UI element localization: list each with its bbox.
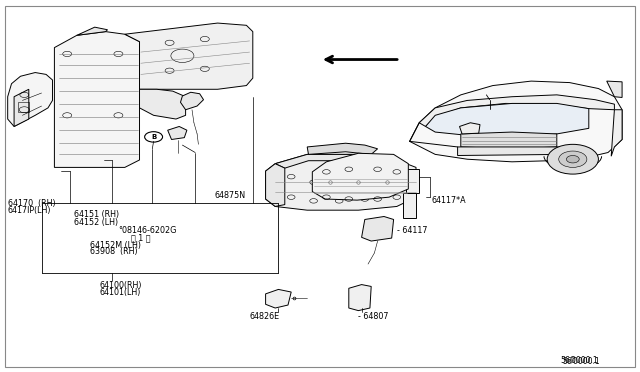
Circle shape bbox=[559, 151, 587, 167]
Circle shape bbox=[547, 144, 598, 174]
Polygon shape bbox=[275, 154, 397, 168]
Text: B: B bbox=[151, 134, 156, 140]
Text: 64152M (LH): 64152M (LH) bbox=[90, 241, 141, 250]
Polygon shape bbox=[14, 89, 29, 126]
Polygon shape bbox=[125, 23, 253, 89]
Polygon shape bbox=[54, 32, 140, 167]
Text: 64100(RH): 64100(RH) bbox=[99, 281, 141, 290]
Polygon shape bbox=[312, 153, 408, 200]
Text: 56⁄0000.1: 56⁄0000.1 bbox=[562, 357, 600, 366]
Polygon shape bbox=[607, 81, 622, 97]
Text: °08146-6202G: °08146-6202G bbox=[118, 226, 177, 235]
Polygon shape bbox=[403, 193, 416, 218]
Text: 64151 (RH): 64151 (RH) bbox=[74, 210, 119, 219]
Polygon shape bbox=[266, 289, 291, 308]
Text: 64826E: 64826E bbox=[250, 312, 280, 321]
Polygon shape bbox=[362, 217, 394, 241]
Polygon shape bbox=[460, 123, 480, 134]
Polygon shape bbox=[266, 154, 416, 210]
Text: 〈 1 〉: 〈 1 〉 bbox=[131, 233, 150, 242]
Polygon shape bbox=[406, 169, 419, 193]
Text: 64170  (RH): 64170 (RH) bbox=[8, 199, 55, 208]
Polygon shape bbox=[266, 164, 285, 206]
Text: 64101(LH): 64101(LH) bbox=[99, 288, 141, 296]
Text: - 64807: - 64807 bbox=[358, 312, 389, 321]
Text: 6417IP(LH): 6417IP(LH) bbox=[8, 206, 51, 215]
Polygon shape bbox=[426, 103, 589, 137]
Bar bbox=[18, 102, 29, 112]
Text: - 64117: - 64117 bbox=[397, 226, 428, 235]
Polygon shape bbox=[77, 27, 108, 35]
Polygon shape bbox=[349, 285, 371, 311]
Text: 64875N: 64875N bbox=[214, 191, 246, 200]
Text: 63908  (RH): 63908 (RH) bbox=[90, 247, 137, 256]
Polygon shape bbox=[307, 143, 378, 154]
Polygon shape bbox=[8, 73, 52, 126]
Text: 56⁄0000.1: 56⁄0000.1 bbox=[560, 356, 598, 365]
Polygon shape bbox=[458, 147, 563, 155]
Polygon shape bbox=[419, 95, 614, 126]
Polygon shape bbox=[410, 81, 622, 162]
Polygon shape bbox=[611, 110, 622, 156]
Polygon shape bbox=[461, 132, 557, 149]
Circle shape bbox=[566, 155, 579, 163]
Text: 64152 (LH): 64152 (LH) bbox=[74, 218, 118, 227]
Polygon shape bbox=[180, 92, 204, 110]
Polygon shape bbox=[168, 126, 187, 140]
Text: 64117*A: 64117*A bbox=[432, 196, 467, 205]
Polygon shape bbox=[140, 89, 186, 119]
